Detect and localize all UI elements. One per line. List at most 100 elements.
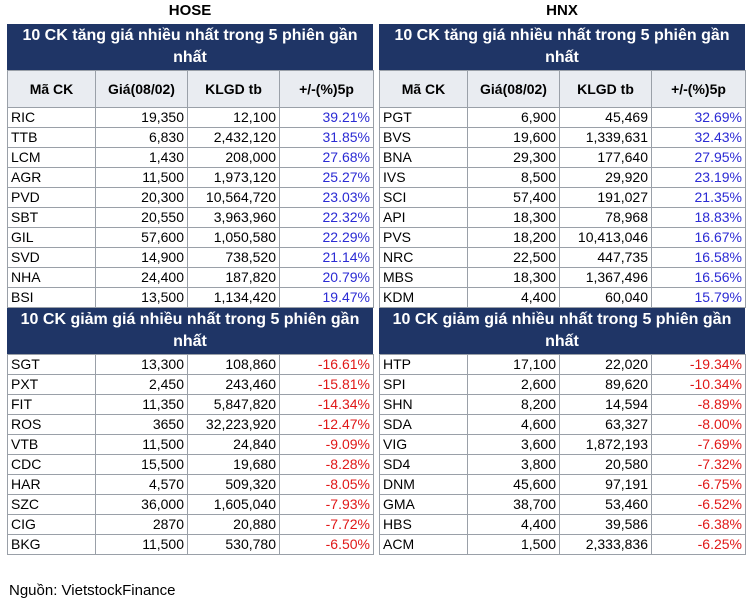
table-row: HTP 17,100 22,020 -19.34% xyxy=(379,354,746,375)
change-cell: -12.47% xyxy=(279,414,374,435)
stock-code-cell: CDC xyxy=(7,454,96,475)
stock-code-cell: TTB xyxy=(7,127,96,148)
volume-cell: 447,735 xyxy=(559,247,652,268)
stock-code-cell: PVS xyxy=(379,227,468,248)
stock-code-cell: SPI xyxy=(379,374,468,395)
hnx-gainers-title: 10 CK tăng giá nhiều nhất trong 5 phiên … xyxy=(379,24,745,70)
stock-code-cell: HAR xyxy=(7,474,96,495)
col-header-change: +/-(%)5p xyxy=(651,70,746,108)
volume-cell: 22,020 xyxy=(559,354,652,375)
table-row: CIG 2870 20,880 -7.72% xyxy=(7,514,374,535)
hnx-panel: 10 CK tăng giá nhiều nhất trong 5 phiên … xyxy=(379,24,746,555)
table-row: BVS 19,600 1,339,631 32.43% xyxy=(379,127,746,148)
change-cell: 27.68% xyxy=(279,147,374,168)
volume-cell: 10,564,720 xyxy=(187,187,280,208)
table-row: SD4 3,800 20,580 -7.32% xyxy=(379,454,746,475)
volume-cell: 108,860 xyxy=(187,354,280,375)
price-cell: 4,400 xyxy=(467,287,560,308)
price-cell: 2,600 xyxy=(467,374,560,395)
table-row: TTB 6,830 2,432,120 31.85% xyxy=(7,127,374,148)
price-cell: 24,400 xyxy=(95,267,188,288)
stock-code-cell: PXT xyxy=(7,374,96,395)
change-cell: -6.52% xyxy=(651,494,746,515)
stock-code-cell: BSI xyxy=(7,287,96,308)
table-row: SPI 2,600 89,620 -10.34% xyxy=(379,374,746,395)
stock-code-cell: NHA xyxy=(7,267,96,288)
stock-code-cell: AGR xyxy=(7,167,96,188)
volume-cell: 530,780 xyxy=(187,534,280,555)
stock-code-cell: SZC xyxy=(7,494,96,515)
change-cell: 18.83% xyxy=(651,207,746,228)
table-row: SDA 4,600 63,327 -8.00% xyxy=(379,414,746,435)
table-row: NHA 24,400 187,820 20.79% xyxy=(7,267,374,288)
volume-cell: 45,469 xyxy=(559,107,652,128)
stock-code-cell: SVD xyxy=(7,247,96,268)
price-cell: 20,300 xyxy=(95,187,188,208)
change-cell: -7.72% xyxy=(279,514,374,535)
price-cell: 57,600 xyxy=(95,227,188,248)
volume-cell: 191,027 xyxy=(559,187,652,208)
table-row: BKG 11,500 530,780 -6.50% xyxy=(7,534,374,555)
table-row: PVS 18,200 10,413,046 16.67% xyxy=(379,227,746,248)
price-cell: 18,300 xyxy=(467,267,560,288)
table-header-row: Mã CK Giá(08/02) KLGD tb +/-(%)5p xyxy=(379,70,746,108)
stock-code-cell: BVS xyxy=(379,127,468,148)
change-cell: -6.50% xyxy=(279,534,374,555)
table-row: SBT 20,550 3,963,960 22.32% xyxy=(7,207,374,228)
volume-cell: 1,367,496 xyxy=(559,267,652,288)
stock-code-cell: BNA xyxy=(379,147,468,168)
price-cell: 13,300 xyxy=(95,354,188,375)
table-row: LCM 1,430 208,000 27.68% xyxy=(7,147,374,168)
price-cell: 3,800 xyxy=(467,454,560,475)
price-cell: 2870 xyxy=(95,514,188,535)
table-header-row: Mã CK Giá(08/02) KLGD tb +/-(%)5p xyxy=(7,70,374,108)
table-row: ACM 1,500 2,333,836 -6.25% xyxy=(379,534,746,555)
price-cell: 14,900 xyxy=(95,247,188,268)
price-cell: 4,570 xyxy=(95,474,188,495)
col-header-volume: KLGD tb xyxy=(559,70,652,108)
change-cell: -6.25% xyxy=(651,534,746,555)
hnx-exchange-label: HNX xyxy=(546,2,578,19)
price-cell: 13,500 xyxy=(95,287,188,308)
change-cell: -8.05% xyxy=(279,474,374,495)
volume-cell: 78,968 xyxy=(559,207,652,228)
volume-cell: 243,460 xyxy=(187,374,280,395)
change-cell: -19.34% xyxy=(651,354,746,375)
stock-code-cell: HTP xyxy=(379,354,468,375)
hnx-losers-title: 10 CK giảm giá nhiều nhất trong 5 phiên … xyxy=(379,308,745,354)
price-cell: 4,600 xyxy=(467,414,560,435)
stock-code-cell: CIG xyxy=(7,514,96,535)
col-header-price: Giá(08/02) xyxy=(467,70,560,108)
volume-cell: 1,134,420 xyxy=(187,287,280,308)
volume-cell: 12,100 xyxy=(187,107,280,128)
price-cell: 17,100 xyxy=(467,354,560,375)
price-cell: 29,300 xyxy=(467,147,560,168)
table-row: PGT 6,900 45,469 32.69% xyxy=(379,107,746,128)
table-row: CDC 15,500 19,680 -8.28% xyxy=(7,454,374,475)
volume-cell: 19,680 xyxy=(187,454,280,475)
price-cell: 11,350 xyxy=(95,394,188,415)
change-cell: 23.03% xyxy=(279,187,374,208)
price-cell: 45,600 xyxy=(467,474,560,495)
volume-cell: 14,594 xyxy=(559,394,652,415)
table-row: BSI 13,500 1,134,420 19.47% xyxy=(7,287,374,308)
col-header-volume: KLGD tb xyxy=(187,70,280,108)
price-cell: 1,500 xyxy=(467,534,560,555)
stock-code-cell: GMA xyxy=(379,494,468,515)
stock-code-cell: MBS xyxy=(379,267,468,288)
hnx-losers-table: HTP 17,100 22,020 -19.34% SPI 2,600 89,620 -10.… xyxy=(379,354,746,555)
col-header-change: +/-(%)5p xyxy=(279,70,374,108)
volume-cell: 29,920 xyxy=(559,167,652,188)
change-cell: -10.34% xyxy=(651,374,746,395)
change-cell: 21.14% xyxy=(279,247,374,268)
change-cell: 19.47% xyxy=(279,287,374,308)
price-cell: 1,430 xyxy=(95,147,188,168)
table-row: AGR 11,500 1,973,120 25.27% xyxy=(7,167,374,188)
change-cell: -8.89% xyxy=(651,394,746,415)
volume-cell: 60,040 xyxy=(559,287,652,308)
volume-cell: 1,872,193 xyxy=(559,434,652,455)
hose-gainers-table: Mã CK Giá(08/02) KLGD tb +/-(%)5p RIC 19,… xyxy=(7,70,374,308)
price-cell: 20,550 xyxy=(95,207,188,228)
change-cell: 32.69% xyxy=(651,107,746,128)
price-cell: 19,600 xyxy=(467,127,560,148)
